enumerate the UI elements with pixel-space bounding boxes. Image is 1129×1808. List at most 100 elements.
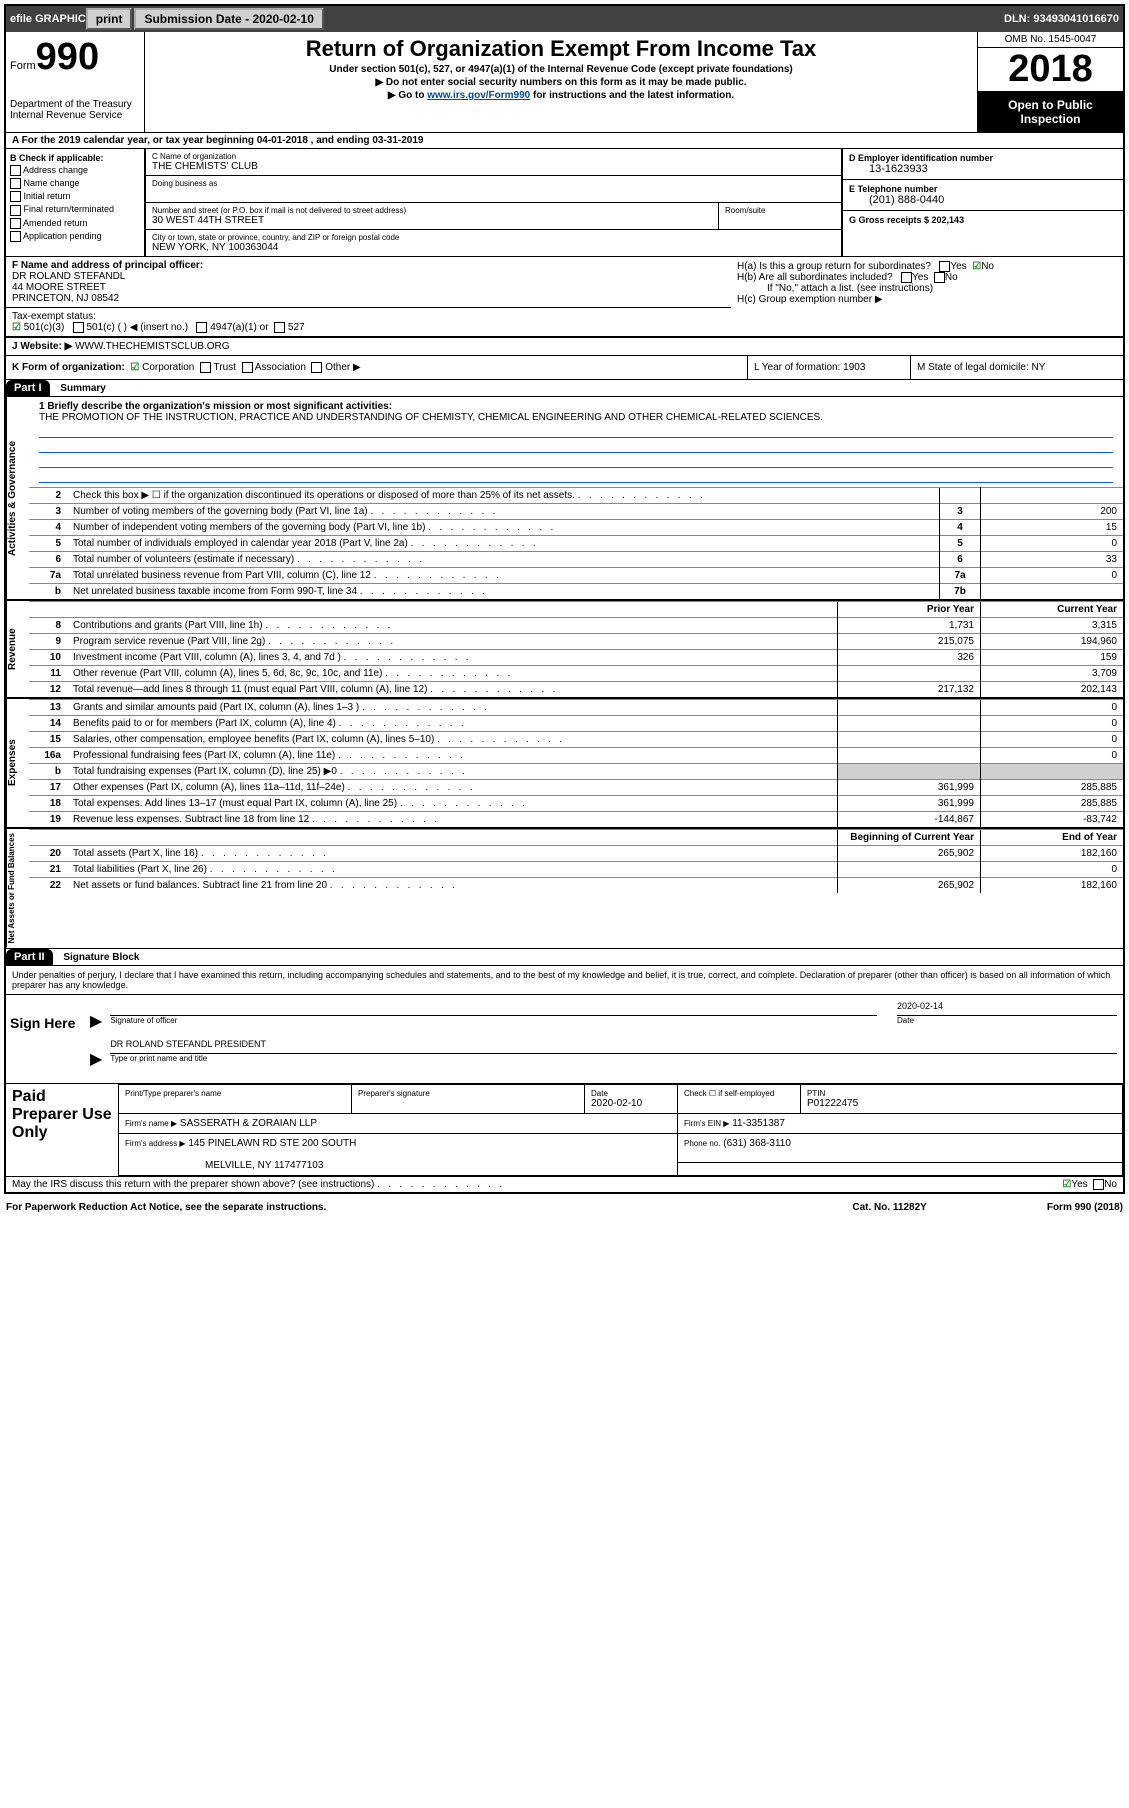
h-b-note: If "No," attach a list. (see instruction… [737, 283, 1117, 294]
table-row: 9Program service revenue (Part VIII, lin… [29, 634, 1123, 650]
subtitle-2: Do not enter social security numbers on … [149, 77, 973, 88]
summary-net-assets: Net Assets or Fund Balances Beginning of… [6, 827, 1123, 948]
officer-label: F Name and address of principal officer: [12, 260, 725, 271]
officer-name: DR ROLAND STEFANDL [12, 271, 725, 282]
table-row: 7aTotal unrelated business revenue from … [29, 568, 1123, 584]
table-row: 21Total liabilities (Part X, line 26)0 [29, 862, 1123, 878]
table-row: 8Contributions and grants (Part VIII, li… [29, 618, 1123, 634]
header-center: Return of Organization Exempt From Incom… [145, 32, 977, 132]
chk-hb-yes[interactable] [901, 272, 912, 283]
col-current-year: Current Year [981, 602, 1124, 618]
org-name-label: C Name of organization [152, 152, 835, 161]
discuss-row: May the IRS discuss this return with the… [6, 1176, 1123, 1192]
mission-text: THE PROMOTION OF THE INSTRUCTION, PRACTI… [39, 412, 1113, 423]
firm-phone: (631) 368-3110 [723, 1138, 791, 1149]
form-header: Form990 Department of the Treasury Inter… [6, 32, 1123, 133]
chk-ha-no[interactable]: ☑ [972, 261, 981, 272]
chk-final-return[interactable] [10, 205, 21, 216]
table-row: 22Net assets or fund balances. Subtract … [29, 878, 1123, 894]
column-h: H(a) Is this a group return for subordin… [731, 257, 1123, 336]
chk-discuss-no[interactable] [1093, 1179, 1104, 1190]
chk-amended-return[interactable] [10, 218, 21, 229]
table-row: 19Revenue less expenses. Subtract line 1… [29, 812, 1123, 828]
column-d-e-g: D Employer identification number 13-1623… [842, 149, 1123, 256]
table-net-assets: Beginning of Current Year End of Year 20… [29, 829, 1123, 893]
firm-address-2: MELVILLE, NY 117477103 [125, 1160, 323, 1171]
chk-corporation[interactable]: ☑ [130, 362, 139, 373]
chk-initial-return[interactable] [10, 191, 21, 202]
chk-association[interactable] [242, 362, 253, 373]
table-row: 16aProfessional fundraising fees (Part I… [29, 748, 1123, 764]
efile-label: efile GRAPHIC [10, 13, 86, 25]
irs-link[interactable]: www.irs.gov/Form990 [427, 90, 530, 101]
table-row: 20Total assets (Part X, line 16)265,9021… [29, 846, 1123, 862]
chk-application-pending[interactable] [10, 231, 21, 242]
preparer-block: Paid Preparer Use Only Print/Type prepar… [6, 1084, 1123, 1176]
signature-date: 2020-02-14 [897, 1001, 1117, 1016]
form-name-footer: Form 990 (2018) [1047, 1202, 1123, 1213]
table-row: 10Investment income (Part VIII, column (… [29, 650, 1123, 666]
table-row: 12Total revenue—add lines 8 through 11 (… [29, 682, 1123, 698]
table-row: 4Number of independent voting members of… [29, 520, 1123, 536]
part-1-header: Part I [6, 380, 50, 396]
table-row: 13Grants and similar amounts paid (Part … [29, 700, 1123, 716]
chk-527[interactable] [274, 322, 285, 333]
officer-signature-line[interactable] [110, 1001, 877, 1016]
chk-trust[interactable] [200, 362, 211, 373]
signature-declaration: Under penalties of perjury, I declare th… [6, 966, 1123, 995]
officer-city: PRINCETON, NJ 08542 [12, 293, 725, 304]
dba-label: Doing business as [152, 179, 835, 188]
chk-hb-no[interactable] [934, 272, 945, 283]
sig-arrow-icon-2: ▶ [90, 1049, 102, 1069]
sign-here-block: Sign Here ▶ Signature of officer 2020-02… [6, 995, 1123, 1084]
col-prior-year: Prior Year [838, 602, 981, 618]
paid-preparer-label: Paid Preparer Use Only [6, 1084, 119, 1175]
phone-label: E Telephone number [849, 184, 1117, 194]
summary-expenses: Expenses 13Grants and similar amounts pa… [6, 697, 1123, 827]
table-row: 3Number of voting members of the governi… [29, 504, 1123, 520]
side-label-revenue: Revenue [6, 601, 29, 697]
table-row: 11Other revenue (Part VIII, column (A), … [29, 666, 1123, 682]
self-employed-check[interactable]: Check ☐ if self-employed [684, 1089, 794, 1098]
sig-arrow-icon: ▶ [90, 1011, 102, 1031]
subtitle-3: Go to www.irs.gov/Form990 for instructio… [149, 90, 973, 101]
firm-ein: 11-3351387 [732, 1118, 785, 1129]
section-b-through-h: B Check if applicable: Address change Na… [6, 149, 1123, 257]
chk-ha-yes[interactable] [939, 261, 950, 272]
part-2-header: Part II [6, 949, 53, 965]
m-state-domicile: M State of legal domicile: NY [910, 356, 1123, 379]
h-c-label: H(c) Group exemption number ▶ [737, 294, 1117, 305]
side-label-net-assets: Net Assets or Fund Balances [6, 829, 29, 947]
address-label: Number and street (or P.O. box if mail i… [152, 206, 712, 215]
dln-label: DLN: 93493041016670 [1004, 13, 1119, 25]
chk-address-change[interactable] [10, 165, 21, 176]
chk-4947[interactable] [196, 322, 207, 333]
l-year-formation: L Year of formation: 1903 [747, 356, 910, 379]
table-ag: 2Check this box ▶ ☐ if the organization … [29, 487, 1123, 599]
table-expenses: 13Grants and similar amounts paid (Part … [29, 699, 1123, 827]
room-suite-label: Room/suite [718, 203, 841, 229]
city-value: NEW YORK, NY 100363044 [152, 242, 835, 253]
chk-other[interactable] [311, 362, 322, 373]
print-button[interactable]: print [86, 8, 133, 30]
page-footer: For Paperwork Reduction Act Notice, see … [0, 1198, 1129, 1217]
chk-discuss-yes[interactable]: ☑ [1062, 1179, 1071, 1190]
col-b-title: B Check if applicable: [10, 153, 140, 163]
chk-501c[interactable] [73, 322, 84, 333]
header-right: OMB No. 1545-0047 2018 Open to Public In… [977, 32, 1123, 132]
form-title: Return of Organization Exempt From Incom… [149, 36, 973, 62]
omb-number: OMB No. 1545-0047 [978, 32, 1123, 48]
column-c-org-info: C Name of organization THE CHEMISTS' CLU… [145, 149, 842, 256]
tax-year: 2018 [978, 48, 1123, 92]
column-f-officer: F Name and address of principal officer:… [6, 257, 731, 336]
summary-activities-governance: Activities & Governance 1 Briefly descri… [6, 397, 1123, 599]
chk-name-change[interactable] [10, 178, 21, 189]
k-form-org: K Form of organization: ☑ Corporation Tr… [6, 356, 747, 379]
form-number: 990 [36, 36, 99, 78]
col-end-year: End of Year [981, 830, 1124, 846]
table-row: 17Other expenses (Part IX, column (A), l… [29, 780, 1123, 796]
table-row: 2Check this box ▶ ☐ if the organization … [29, 488, 1123, 504]
submission-date-button[interactable]: Submission Date - 2020-02-10 [134, 8, 323, 30]
chk-501c3[interactable]: ☑ [12, 322, 21, 333]
firm-name: SASSERATH & ZORAIAN LLP [180, 1118, 317, 1129]
